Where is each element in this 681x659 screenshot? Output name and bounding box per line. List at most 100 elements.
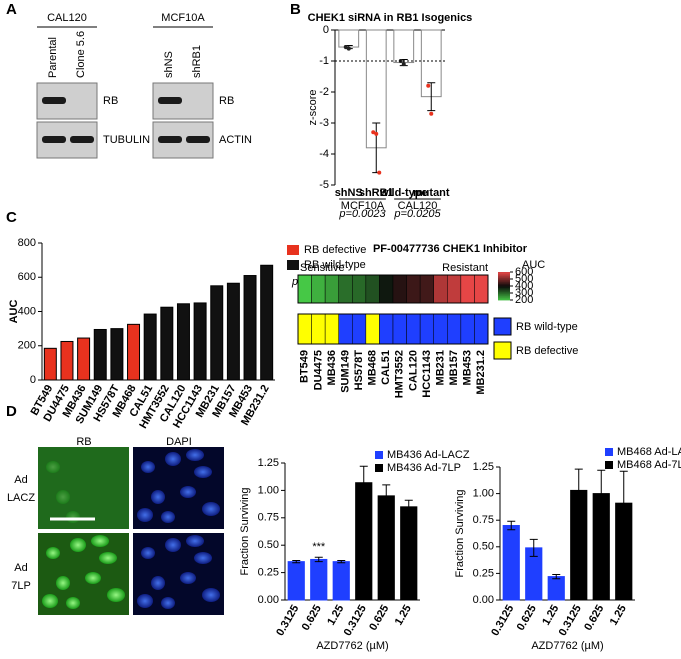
bar	[60, 340, 74, 381]
y-tick-label: 0	[323, 24, 329, 36]
data-point	[374, 131, 379, 136]
y-tick-label: 1.25	[473, 461, 494, 473]
y-tick-label: 0.25	[473, 567, 494, 579]
x-tick-label: 0.625	[582, 603, 606, 633]
x-tick-label: SUM149	[339, 350, 351, 393]
legend-swatch	[287, 245, 299, 255]
blot-band	[158, 97, 182, 104]
error-bar	[427, 82, 436, 112]
colorbar-step	[498, 276, 510, 279]
blot	[36, 82, 98, 120]
error-bar	[529, 538, 538, 557]
colorbar-step	[498, 286, 510, 289]
blot-band	[158, 136, 182, 143]
y-axis-label: AUC	[8, 300, 20, 324]
x-tick-label: 0.625	[515, 603, 539, 633]
data-point	[343, 45, 348, 50]
blot-row-label: TUBULIN	[103, 134, 150, 146]
legend-swatch	[287, 260, 299, 270]
cell	[56, 490, 70, 504]
legend-label: RB defective	[516, 345, 578, 357]
blot-band	[42, 97, 66, 104]
x-tick-label: HCC1143	[421, 350, 433, 398]
blot-title: MCF10A	[161, 12, 205, 24]
cell	[46, 461, 60, 473]
status-cell	[338, 313, 353, 345]
panel-label: C	[6, 209, 17, 226]
cell	[66, 511, 80, 523]
micrograph-column-label: DAPI	[166, 436, 192, 448]
x-tick-label: 1.25	[608, 603, 629, 628]
x-tick-label: 1.25	[540, 603, 561, 628]
heatmap-end-label: Resistant	[442, 262, 488, 274]
error-bar	[619, 470, 628, 536]
bar	[176, 303, 190, 381]
y-tick-label: 1.00	[473, 488, 494, 500]
cell	[66, 597, 80, 609]
colorbar-tick-label: 500	[515, 273, 533, 285]
status-cell	[311, 313, 326, 345]
cell	[180, 572, 196, 584]
y-axis-label: Fraction Surviving	[454, 489, 466, 577]
bar	[287, 561, 305, 601]
annotation: ***	[312, 541, 326, 553]
panel-label: D	[6, 403, 17, 420]
x-tick-label: DU4475	[312, 350, 324, 390]
x-tick-label: 0.625	[300, 603, 324, 633]
x-tick-label: shRB1	[359, 187, 394, 199]
y-tick-label: 0.25	[258, 567, 279, 579]
y-tick-label: 800	[18, 237, 36, 249]
micrograph-row-label: Ad	[14, 562, 27, 574]
cell	[137, 508, 153, 522]
error-bar	[552, 573, 561, 580]
heat-cell	[365, 274, 380, 304]
legend-label: MB468 Ad-7LP	[617, 459, 681, 471]
bar	[193, 302, 207, 381]
data-point	[429, 111, 434, 116]
micrograph-row-label: LACZ	[7, 492, 35, 504]
colorbar-step	[498, 278, 510, 281]
x-tick-label: 0.3125	[274, 603, 301, 638]
micrograph-row-label: Ad	[14, 474, 27, 486]
bar	[332, 561, 350, 601]
colorbar-tick-label: 200	[515, 294, 533, 306]
bar	[377, 495, 395, 601]
blot-band	[186, 136, 210, 143]
error-bar	[404, 499, 413, 514]
legend-label: MB468 Ad-LACZ	[617, 446, 681, 458]
colorbar-step	[498, 280, 510, 283]
blot-row-label: RB	[219, 95, 234, 107]
x-tick-label: MB468	[367, 350, 379, 385]
data-point	[401, 62, 406, 67]
heat-cell	[460, 274, 475, 304]
group-label: CAL120	[398, 200, 438, 212]
x-axis-label: AZD7762 (µM)	[531, 640, 603, 652]
status-cell	[379, 313, 394, 345]
heat-cell	[474, 274, 489, 304]
group-label: MCF10A	[341, 200, 385, 212]
cell	[99, 552, 117, 564]
heat-cell	[297, 274, 312, 304]
bar	[160, 306, 174, 381]
status-cell	[474, 313, 489, 345]
heatmap-title: PF-00477736 CHEK1 Inhibitor	[373, 243, 528, 255]
error-bar	[314, 556, 323, 563]
bar	[547, 576, 565, 601]
x-tick-label: BT549	[299, 350, 311, 383]
status-cell	[419, 313, 434, 345]
micrograph	[38, 447, 129, 529]
y-tick-label: 0	[30, 374, 36, 386]
cell	[56, 576, 70, 590]
y-axis-label: Fraction Surviving	[239, 487, 251, 575]
y-tick-label: 400	[18, 305, 36, 317]
colorbar-label: AUC	[522, 259, 545, 271]
status-cell	[406, 313, 421, 345]
heat-cell	[311, 274, 326, 304]
y-axis-label: z-score	[307, 89, 319, 125]
data-point	[346, 46, 351, 51]
error-bar	[597, 469, 606, 518]
heat-cell	[338, 274, 353, 304]
legend-swatch	[605, 448, 613, 456]
status-cell	[392, 313, 407, 345]
